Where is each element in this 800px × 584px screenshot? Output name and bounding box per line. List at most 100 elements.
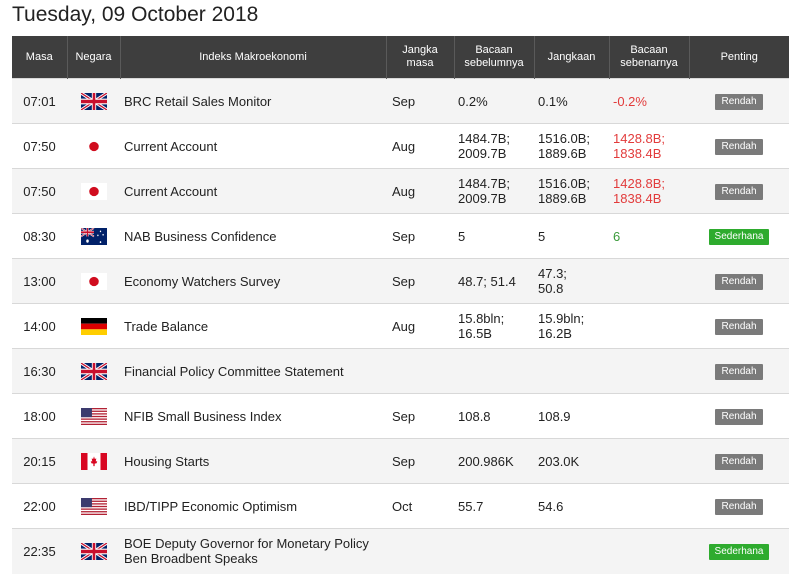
event-indicator-name[interactable]: Economy Watchers Survey	[120, 258, 386, 304]
col-header-period[interactable]: Jangka masa	[386, 36, 455, 79]
previous-value: 48.7; 51.4	[458, 273, 516, 289]
table-row[interactable]: 07:01 BRC Retail Sales Monitor Sep 0.2% 0.1%…	[12, 78, 789, 124]
table-row[interactable]: 07:50 Current Account Aug 1484.7B; 2009.7B 15…	[12, 168, 789, 214]
table-header-row: Masa Negara Indeks Makroekonomi Jangka m…	[12, 36, 789, 79]
event-indicator-name[interactable]: Trade Balance	[120, 303, 386, 349]
event-time: 08:30	[12, 213, 67, 259]
col-header-actual[interactable]: Bacaan sebenarnya	[609, 36, 690, 79]
actual-value: -0.2%	[613, 93, 647, 109]
table-row[interactable]: 13:00 Economy Watchers Survey Sep 48.7; 51.…	[12, 258, 789, 304]
previous-value: 15.8bln;	[458, 311, 505, 326]
importance-badge: Rendah	[715, 274, 763, 290]
col-header-previous[interactable]: Bacaan sebelumnya	[454, 36, 535, 79]
forecast-value: 47.3;	[538, 266, 567, 281]
event-time: 07:50	[12, 123, 67, 169]
event-time: 13:00	[12, 258, 67, 304]
forecast-value: 203.0K	[538, 453, 580, 469]
table-row[interactable]: 20:15 Housing Starts Sep 200.986K 203.0K Rend…	[12, 438, 789, 484]
forecast-value: 0.1%	[538, 93, 568, 109]
event-previous: 15.8bln; 16.5B	[454, 303, 534, 349]
event-indicator-name[interactable]: NAB Business Confidence	[120, 213, 386, 259]
event-indicator-name[interactable]: Financial Policy Committee Statement	[120, 348, 386, 394]
event-previous	[454, 348, 534, 394]
event-period: Sep	[386, 78, 454, 124]
event-previous: 55.7	[454, 483, 534, 529]
event-indicator-name[interactable]: NFIB Small Business Index	[120, 393, 386, 439]
previous-value: 2009.7B	[458, 146, 507, 161]
country-flag-cell	[67, 303, 120, 349]
event-actual	[609, 483, 689, 529]
country-flag-cell	[67, 123, 120, 169]
germany-flag-icon	[80, 317, 107, 335]
forecast-value: 1889.6B	[538, 191, 587, 206]
event-indicator-name[interactable]: IBD/TIPP Economic Optimism	[120, 483, 386, 529]
economic-calendar-table: Masa Negara Indeks Makroekonomi Jangka m…	[12, 36, 789, 574]
event-indicator-name[interactable]: Housing Starts	[120, 438, 386, 484]
event-forecast	[534, 348, 609, 394]
forecast-value: 1889.6B	[538, 146, 587, 161]
usa-flag-icon	[80, 497, 107, 515]
importance-badge: Rendah	[715, 94, 763, 110]
col-header-forecast[interactable]: Jangkaan	[534, 36, 610, 79]
previous-value: 1484.7B;	[458, 131, 511, 146]
event-importance-cell: Rendah	[689, 393, 789, 439]
event-actual: 1428.8B; 1838.4B	[609, 123, 689, 169]
event-actual	[609, 348, 689, 394]
event-previous: 200.986K	[454, 438, 534, 484]
event-forecast: 1516.0B; 1889.6B	[534, 123, 609, 169]
col-header-importance[interactable]: Penting	[689, 36, 789, 79]
country-flag-cell	[67, 348, 120, 394]
event-actual: 1428.8B; 1838.4B	[609, 168, 689, 214]
actual-value: 1428.8B;	[613, 131, 666, 146]
col-header-time[interactable]: Masa	[12, 36, 68, 79]
previous-value: 2009.7B	[458, 191, 507, 206]
table-row[interactable]: 22:00 IBD/TIPP Economic Optimism Oct 55.7 54…	[12, 483, 789, 529]
event-actual	[609, 303, 689, 349]
table-row[interactable]: 14:00 Trade Balance Aug 15.8bln; 16.5B 15.9bl…	[12, 303, 789, 349]
event-indicator-name[interactable]: Current Account	[120, 168, 386, 214]
previous-value: 5	[458, 228, 466, 244]
event-importance-cell: Rendah	[689, 438, 789, 484]
event-forecast: 54.6	[534, 483, 609, 529]
event-importance-cell: Sederhana	[689, 528, 789, 574]
event-importance-cell: Sederhana	[689, 213, 789, 259]
event-forecast: 1516.0B; 1889.6B	[534, 168, 609, 214]
event-indicator-name[interactable]: Current Account	[120, 123, 386, 169]
table-row[interactable]: 07:50 Current Account Aug 1484.7B; 2009.7B 15…	[12, 123, 789, 169]
importance-badge: Sederhana	[708, 229, 770, 245]
event-previous: 108.8	[454, 393, 534, 439]
event-importance-cell: Rendah	[689, 303, 789, 349]
previous-value: 200.986K	[458, 453, 514, 469]
event-period	[386, 348, 454, 394]
col-header-country[interactable]: Negara	[67, 36, 121, 79]
event-previous: 1484.7B; 2009.7B	[454, 168, 534, 214]
table-row[interactable]: 18:00 NFIB Small Business Index Sep 108.8 10…	[12, 393, 789, 439]
event-actual	[609, 438, 689, 484]
event-time: 14:00	[12, 303, 67, 349]
event-previous: 0.2%	[454, 78, 534, 124]
event-indicator-name[interactable]: BOE Deputy Governor for Monetary Policy …	[120, 528, 386, 574]
previous-value: 1484.7B;	[458, 176, 511, 191]
table-row[interactable]: 08:30 NAB Business Confidence Sep 5 5 6 Sederh…	[12, 213, 789, 259]
previous-value: 108.8	[458, 408, 491, 424]
event-importance-cell: Rendah	[689, 78, 789, 124]
usa-flag-icon	[80, 407, 107, 425]
importance-badge: Rendah	[715, 184, 763, 200]
event-previous: 1484.7B; 2009.7B	[454, 123, 534, 169]
country-flag-cell	[67, 258, 120, 304]
table-row[interactable]: 22:35 BOE Deputy Governor for Monetary Po…	[12, 528, 789, 574]
event-importance-cell: Rendah	[689, 258, 789, 304]
event-indicator-name[interactable]: BRC Retail Sales Monitor	[120, 78, 386, 124]
importance-badge: Rendah	[715, 364, 763, 380]
country-flag-cell	[67, 168, 120, 214]
event-period: Aug	[386, 303, 454, 349]
previous-value: 0.2%	[458, 93, 488, 109]
forecast-value: 5	[538, 228, 546, 244]
col-header-indicator[interactable]: Indeks Makroekonomi	[120, 36, 387, 79]
event-actual	[609, 393, 689, 439]
event-period: Aug	[386, 123, 454, 169]
country-flag-cell	[67, 213, 120, 259]
table-row[interactable]: 16:30 Financial Policy Committee Statemen…	[12, 348, 789, 394]
actual-value: 1838.4B	[613, 191, 662, 206]
forecast-value: 50.8	[538, 281, 564, 296]
